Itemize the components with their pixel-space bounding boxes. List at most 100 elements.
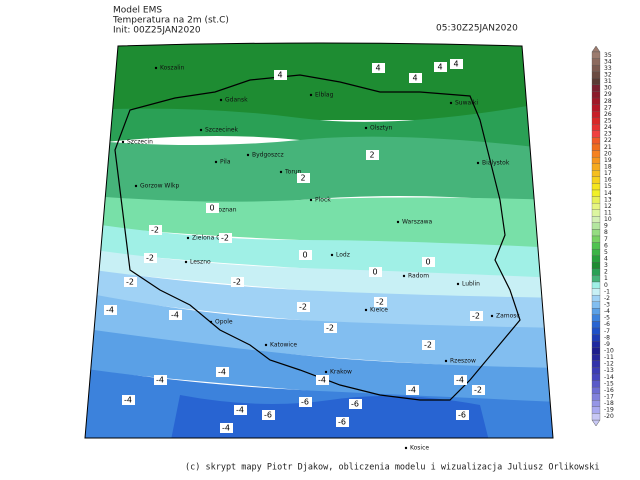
contour-label-box	[472, 385, 485, 395]
city-name: Zielona Gora	[192, 235, 231, 242]
colorbar-label: 30	[604, 85, 612, 92]
colorbar-label: 7	[604, 236, 608, 243]
colorbar-cell	[591, 373, 601, 381]
city-name: Katowice	[270, 342, 297, 349]
colorbar-cell	[591, 176, 601, 184]
colorbar-cell	[591, 104, 601, 112]
contour-label-box	[454, 375, 467, 385]
city-dot	[330, 253, 334, 257]
colorbar-label: 32	[604, 72, 612, 79]
colorbar-cell	[591, 71, 601, 79]
contour-label: -6	[301, 398, 309, 407]
city-dot	[214, 160, 218, 164]
contour-label: -6	[458, 411, 466, 420]
colorbar-label: -19	[604, 407, 614, 414]
city-name: Warszawa	[402, 219, 433, 226]
city-dot	[404, 446, 408, 450]
city-dot	[219, 98, 223, 102]
colorbar-cell	[591, 170, 601, 178]
colorbar-label: 5	[604, 249, 608, 256]
city-dot	[209, 320, 213, 324]
colorbar-top-cap	[591, 45, 601, 53]
city-dot	[154, 66, 158, 70]
city-name: Kosice	[410, 445, 429, 452]
contour-label-box	[324, 323, 337, 333]
city-dot	[456, 282, 460, 286]
colorbar-cell	[591, 347, 601, 355]
colorbar-label: 25	[604, 118, 612, 125]
contour-label: 4	[375, 64, 380, 73]
colorbar-label: 3	[604, 262, 608, 269]
colorbar-cell	[591, 308, 601, 316]
colorbar-label: -1	[604, 288, 610, 295]
colorbar-cell	[591, 91, 601, 99]
colorbar-cell	[591, 334, 601, 342]
contour-label: -2	[326, 324, 334, 333]
colorbar-label: 27	[604, 104, 612, 111]
contour-label-box	[450, 59, 463, 69]
colorbar-cell	[591, 386, 601, 394]
colorbar-cell	[591, 281, 601, 289]
contour-label: 4	[277, 71, 282, 80]
colorbar: 3534333231302928272625242322212019181716…	[591, 45, 614, 427]
city-dot	[444, 359, 448, 363]
contour-label-box	[231, 277, 244, 287]
city-name: Olsztyn	[370, 125, 393, 132]
contour-label-box	[297, 302, 310, 312]
colorbar-cell	[591, 367, 601, 375]
colorbar-label: 11	[604, 210, 612, 217]
contour-label: -2	[376, 298, 384, 307]
contour-label-box	[216, 367, 229, 377]
colorbar-label: 29	[604, 91, 612, 98]
init-time: Init: 00Z25JAN2020	[113, 26, 201, 36]
contour-label-box	[206, 203, 219, 213]
contour-label: -2	[233, 278, 241, 287]
city-name: Radom	[408, 273, 429, 280]
contour-label: 4	[412, 74, 417, 83]
contour-label: 0	[425, 258, 430, 267]
colorbar-cell	[591, 163, 601, 171]
contour-label-box	[234, 405, 247, 415]
colorbar-label: 10	[604, 216, 612, 223]
contour-label-box	[422, 257, 435, 267]
city-dot	[121, 140, 125, 144]
colorbar-label: 22	[604, 137, 612, 144]
temperature-field	[85, 43, 553, 438]
colorbar-label: -9	[604, 341, 610, 348]
colorbar-label: -20	[604, 413, 614, 420]
city-dot	[264, 343, 268, 347]
contour-label-box	[336, 417, 349, 427]
city-dot	[490, 314, 494, 318]
colorbar-cell	[591, 58, 601, 66]
city-dot	[199, 128, 203, 132]
colorbar-cell	[591, 406, 601, 414]
contour-label-box	[366, 150, 379, 160]
city-name: Opole	[215, 319, 233, 326]
colorbar-cell	[591, 229, 601, 237]
colorbar-label: 2	[604, 269, 608, 276]
colorbar-label: -14	[604, 374, 614, 381]
city-name: Rzeszow	[450, 358, 476, 365]
contour-label-box	[456, 410, 469, 420]
contour-label: -4	[156, 376, 164, 385]
valid-time: 05:30Z25JAN2020	[436, 24, 518, 34]
colorbar-label: 34	[604, 58, 612, 65]
contour-label: -2	[146, 254, 154, 263]
contour-label-box	[470, 311, 483, 321]
colorbar-cell	[591, 255, 601, 263]
colorbar-cell	[591, 156, 601, 164]
colorbar-label: 0	[604, 282, 608, 289]
colorbar-label: 8	[604, 229, 608, 236]
colorbar-cell	[591, 150, 601, 158]
colorbar-cell	[591, 64, 601, 72]
colorbar-label: 31	[604, 78, 612, 85]
colorbar-cell	[591, 216, 601, 224]
model-name: Model EMS	[113, 6, 162, 16]
colorbar-label: -11	[604, 354, 614, 361]
colorbar-label: 14	[604, 190, 612, 197]
colorbar-cell	[591, 380, 601, 388]
colorbar-bottom-cap	[591, 419, 601, 427]
colorbar-label: -13	[604, 367, 614, 374]
